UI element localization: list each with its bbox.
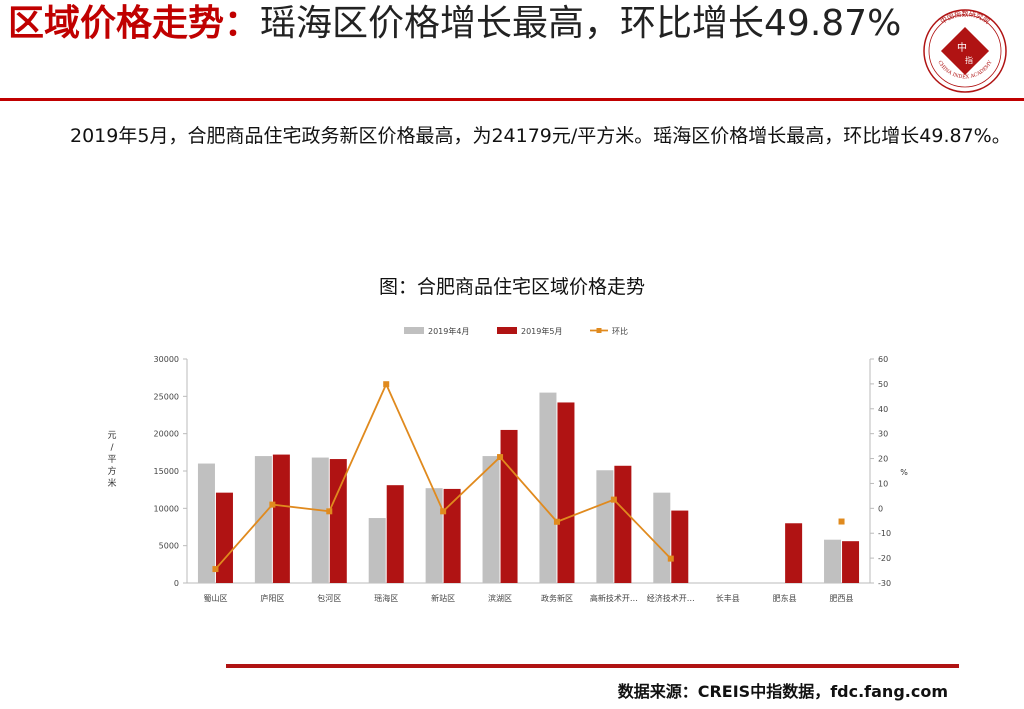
china-index-academy-logo: 中国指数研究院 CHINA INDEX ACADEMY 中 指 (923, 9, 1007, 93)
right-tick-label: 10 (878, 479, 888, 488)
mom-change-point (610, 496, 617, 503)
x-tick-label: 长丰县 (716, 593, 740, 603)
left-tick-label: 25000 (154, 392, 179, 401)
bar-apr (539, 392, 557, 583)
left-tick-label: 0 (174, 579, 179, 588)
title-divider (0, 98, 1024, 101)
bar-may (500, 429, 518, 583)
x-tick-label: 肥西县 (830, 594, 854, 603)
mom-change-point (838, 518, 845, 525)
bar-apr (311, 457, 329, 583)
x-tick-label: 包河区 (317, 593, 341, 603)
right-tick-label: 50 (878, 380, 888, 389)
bar-may (671, 510, 689, 583)
mom-change-point (553, 518, 560, 525)
bar-apr (368, 518, 386, 583)
x-tick-label: 经济技术开… (647, 593, 695, 603)
right-axis-label: % (900, 468, 908, 477)
legend-marker (596, 328, 602, 333)
bar-apr (425, 488, 443, 583)
right-tick-label: -10 (878, 529, 891, 538)
bar-may (215, 492, 233, 583)
x-tick-label: 新站区 (431, 593, 455, 603)
mom-change-point (212, 566, 219, 573)
mom-change-point (326, 508, 333, 515)
legend-label: 2019年5月 (521, 326, 562, 336)
bar-may (329, 459, 347, 583)
right-tick-label: 0 (878, 504, 883, 513)
x-tick-label: 瑶海区 (374, 593, 398, 603)
legend-swatch (497, 327, 517, 334)
left-tick-label: 30000 (154, 355, 179, 364)
mom-change-point (269, 501, 276, 508)
right-tick-label: 30 (878, 430, 888, 439)
x-tick-label: 滨湖区 (488, 593, 512, 603)
x-tick-label: 高新技术开… (590, 593, 638, 603)
right-tick-label: 40 (878, 405, 888, 414)
bar-may (785, 523, 803, 583)
right-tick-label: -20 (878, 554, 891, 563)
bottom-divider (226, 664, 959, 668)
bar-may (557, 402, 575, 583)
bar-apr (653, 492, 671, 583)
left-tick-label: 10000 (154, 504, 179, 513)
legend-swatch (404, 327, 424, 334)
data-source: 数据来源：CREIS中指数据，fdc.fang.com (617, 682, 948, 701)
legend-label: 环比 (612, 326, 628, 336)
svg-text:中国指数研究院: 中国指数研究院 (938, 9, 991, 26)
bar-may (272, 454, 290, 583)
bar-apr (482, 456, 500, 583)
x-tick-label: 庐阳区 (260, 593, 284, 603)
x-tick-label: 肥东县 (773, 593, 797, 603)
legend-label: 2019年4月 (428, 326, 469, 336)
right-tick-label: 20 (878, 455, 888, 464)
x-tick-label: 政务新区 (541, 593, 573, 603)
bar-apr (197, 463, 215, 583)
bar-may (386, 485, 404, 583)
left-tick-label: 15000 (154, 467, 179, 476)
logo-center-text-2: 指 (965, 55, 973, 65)
bar-apr (596, 470, 614, 583)
mom-change-point (440, 508, 447, 515)
logo-center-text-1: 中 (957, 41, 967, 54)
bar-may (842, 541, 860, 583)
description-paragraph: 2019年5月，合肥商品住宅政务新区价格最高，为24179元/平方米。瑶海区价格… (70, 125, 1011, 147)
mom-change-point (497, 454, 504, 461)
title-rest: 瑶海区价格增长最高，环比增长49.87% (260, 3, 902, 44)
right-tick-label: 60 (878, 355, 888, 364)
right-tick-label: -30 (878, 579, 891, 588)
bar-apr (824, 539, 842, 583)
price-trend-chart: 0 5000 10000 15000 20000 25000 30000 -30 -20 -10 0… (107, 326, 908, 603)
mom-change-point (667, 555, 674, 562)
left-tick-label: 5000 (159, 542, 179, 551)
logo-arc-text: 中国指数研究院 (938, 9, 991, 26)
left-tick-label: 20000 (154, 430, 179, 439)
x-tick-label: 蜀山区 (203, 593, 227, 603)
bar-may (443, 488, 461, 583)
left-axis-label: 元/平方米 (107, 431, 116, 489)
bar-may (614, 465, 632, 583)
chart-title: 图：合肥商品住宅区域价格走势 (378, 276, 645, 298)
bar-apr (254, 456, 272, 583)
title-highlight: 区域价格走势： (8, 3, 261, 44)
slide-title: 区域价格走势：瑶海区价格增长最高，环比增长49.87% (8, 2, 908, 46)
mom-change-point (383, 381, 390, 388)
